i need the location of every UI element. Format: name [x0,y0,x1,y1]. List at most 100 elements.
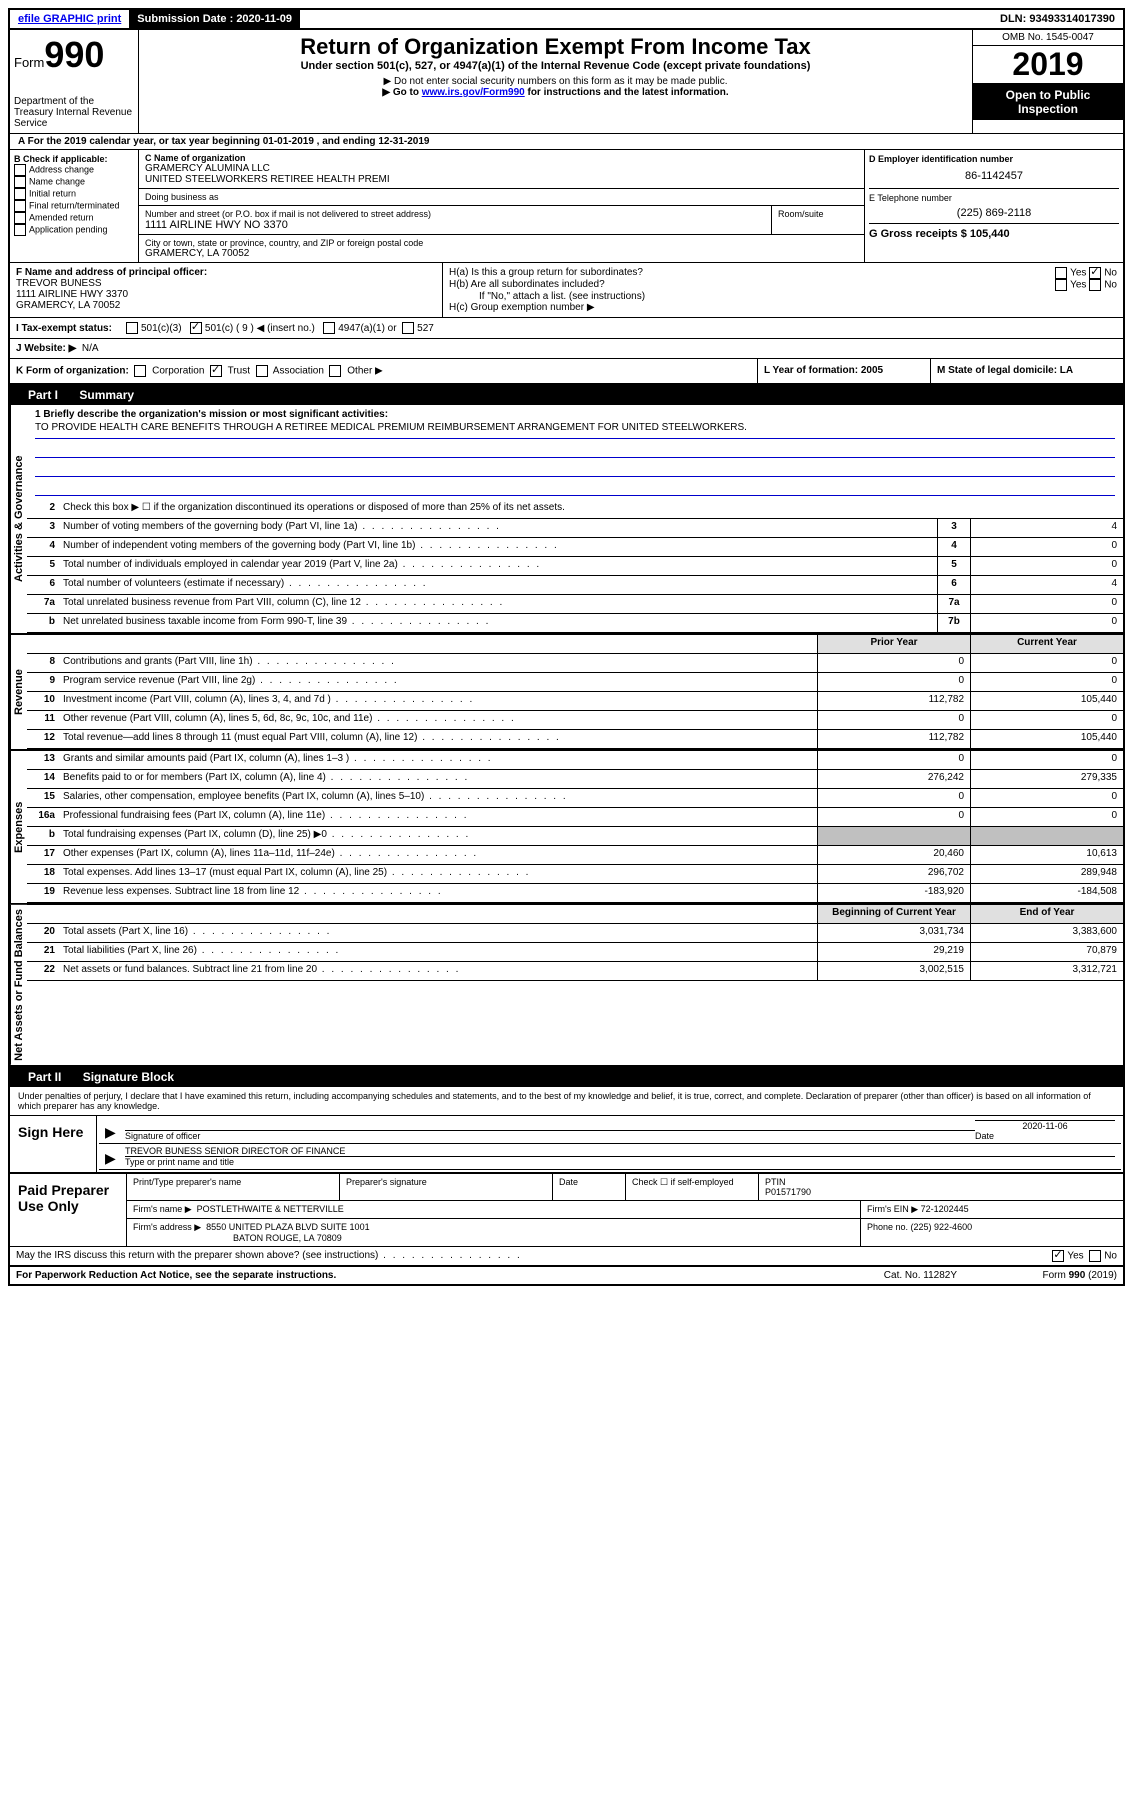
header-right: OMB No. 1545-0047 2019 Open to Public In… [972,30,1123,133]
line-val: 4 [970,519,1123,537]
prior-val: 0 [817,808,970,826]
dba-row: Doing business as [139,189,864,206]
opt-501c: 501(c) ( 9 ) ◀ (insert no.) [205,323,315,334]
officer-addr1: 1111 AIRLINE HWY 3370 [16,289,436,300]
dln: DLN: 93493314017390 [992,10,1123,28]
checkbox-icon[interactable] [1089,1250,1101,1262]
omb-number: OMB No. 1545-0047 [973,30,1123,46]
mission-text: TO PROVIDE HEALTH CARE BENEFITS THROUGH … [35,420,1115,439]
check-pending[interactable]: Application pending [14,224,134,236]
section-f: F Name and address of principal officer:… [10,263,443,317]
checkbox-icon [14,164,26,176]
checkbox-icon[interactable] [329,365,341,377]
inspection-label: Open to Public Inspection [973,84,1123,120]
footer-left: For Paperwork Reduction Act Notice, see … [16,1270,884,1281]
line-num: 4 [27,538,59,556]
sub3-pre: ▶ Go to [382,87,421,98]
top-bar: efile GRAPHIC print Submission Date : 20… [10,10,1123,30]
check-label: Amended return [29,212,94,222]
line-num: 7a [27,595,59,613]
checkbox-icon[interactable] [126,322,138,334]
check-address[interactable]: Address change [14,164,134,176]
line-desc: Check this box ▶ ☐ if the organization d… [59,500,1123,518]
checkbox-icon[interactable] [256,365,268,377]
sign-here-row: Sign Here ▶ Signature of officer 2020-11… [10,1115,1123,1172]
form-header: Form990 Department of the Treasury Inter… [10,30,1123,134]
prior-year-header: Prior Year [817,635,970,653]
firm-addr1: 8550 UNITED PLAZA BLVD SUITE 1001 [206,1222,369,1232]
exp-label: Expenses [10,751,27,903]
firm-addr-cell: Firm's address ▶ 8550 UNITED PLAZA BLVD … [127,1219,861,1246]
line-val: 0 [970,595,1123,613]
efile-link[interactable]: efile GRAPHIC print [10,10,129,28]
hb-label: H(b) Are all subordinates included? [449,279,605,291]
line-desc: Total fundraising expenses (Part IX, col… [59,827,817,845]
end-year-header: End of Year [970,905,1123,923]
check-initial[interactable]: Initial return [14,188,134,200]
line-num: 22 [27,962,59,980]
revenue-section: Revenue Prior Year Current Year 8 Contri… [10,635,1123,751]
department: Department of the Treasury Internal Reve… [14,96,134,129]
line-val: 0 [970,614,1123,632]
prior-val: 3,002,515 [817,962,970,980]
line-desc: Total number of volunteers (estimate if … [59,576,937,594]
checkbox-icon[interactable] [1055,267,1067,279]
line-val: 0 [970,538,1123,556]
checkbox-icon[interactable] [323,322,335,334]
line-16a: 16a Professional fundraising fees (Part … [27,808,1123,827]
org-name-row: C Name of organization GRAMERCY ALUMINA … [139,150,864,189]
sign-here-label: Sign Here [10,1116,97,1172]
current-val [970,827,1123,845]
line-10: 10 Investment income (Part VIII, column … [27,692,1123,711]
gross-receipts: G Gross receipts $ 105,440 [869,223,1119,240]
part1-header: Part I Summary [10,385,1123,405]
checkbox-icon[interactable] [402,322,414,334]
officer-addr2: GRAMERCY, LA 70052 [16,300,436,311]
footer-center: Cat. No. 11282Y [884,1270,957,1281]
section-b: B Check if applicable: Address change Na… [10,150,139,262]
gov-content: 1 Briefly describe the organization's mi… [27,405,1123,633]
form-990-page: efile GRAPHIC print Submission Date : 20… [8,8,1125,1286]
checkbox-icon[interactable] [190,322,202,334]
opt-corp: Corporation [152,366,204,377]
sig-date: 2020-11-06 Date [975,1120,1115,1141]
check-amended[interactable]: Amended return [14,212,134,224]
firm-addr-label: Firm's address ▶ [133,1222,201,1232]
org-name-1: GRAMERCY ALUMINA LLC [145,163,858,174]
line-desc: Salaries, other compensation, employee b… [59,789,817,807]
part2-label: Part II [18,1069,71,1085]
line-desc: Benefits paid to or for members (Part IX… [59,770,817,788]
org-name-2: UNITED STEELWORKERS RETIREE HEALTH PREMI [145,174,858,185]
checkbox-icon[interactable] [1055,279,1067,291]
line-13: 13 Grants and similar amounts paid (Part… [27,751,1123,770]
current-val: 0 [970,808,1123,826]
check-name[interactable]: Name change [14,176,134,188]
checkbox-icon[interactable] [134,365,146,377]
line-18: 18 Total expenses. Add lines 13–17 (must… [27,865,1123,884]
checkbox-icon[interactable] [1089,279,1101,291]
check-final[interactable]: Final return/terminated [14,200,134,212]
checkbox-icon[interactable] [210,365,222,377]
line-desc: Other expenses (Part IX, column (A), lin… [59,846,817,864]
ein-value: 86-1142457 [869,164,1119,188]
line-num: 20 [27,924,59,942]
line-desc: Grants and similar amounts paid (Part IX… [59,751,817,769]
section-b-label: B Check if applicable: [14,154,134,164]
current-val: 0 [970,711,1123,729]
discuss-row: May the IRS discuss this return with the… [10,1246,1123,1265]
checkbox-icon[interactable] [1052,1250,1064,1262]
current-val: 3,312,721 [970,962,1123,980]
firm-name: POSTLETHWAITE & NETTERVILLE [197,1204,344,1214]
dba-label: Doing business as [145,192,858,202]
declaration: Under penalties of perjury, I declare th… [10,1087,1123,1115]
prior-val: 0 [817,673,970,691]
form-number: 990 [44,34,104,75]
org-name-label: C Name of organization [145,153,858,163]
mission-blank [35,458,1115,477]
section-k: K Form of organization: Corporation Trus… [10,359,758,383]
tax-status-label: I Tax-exempt status: [16,323,126,334]
line-val: 0 [970,557,1123,575]
checkbox-icon [14,224,26,236]
checkbox-icon[interactable] [1089,267,1101,279]
form990-link[interactable]: www.irs.gov/Form990 [422,87,525,98]
